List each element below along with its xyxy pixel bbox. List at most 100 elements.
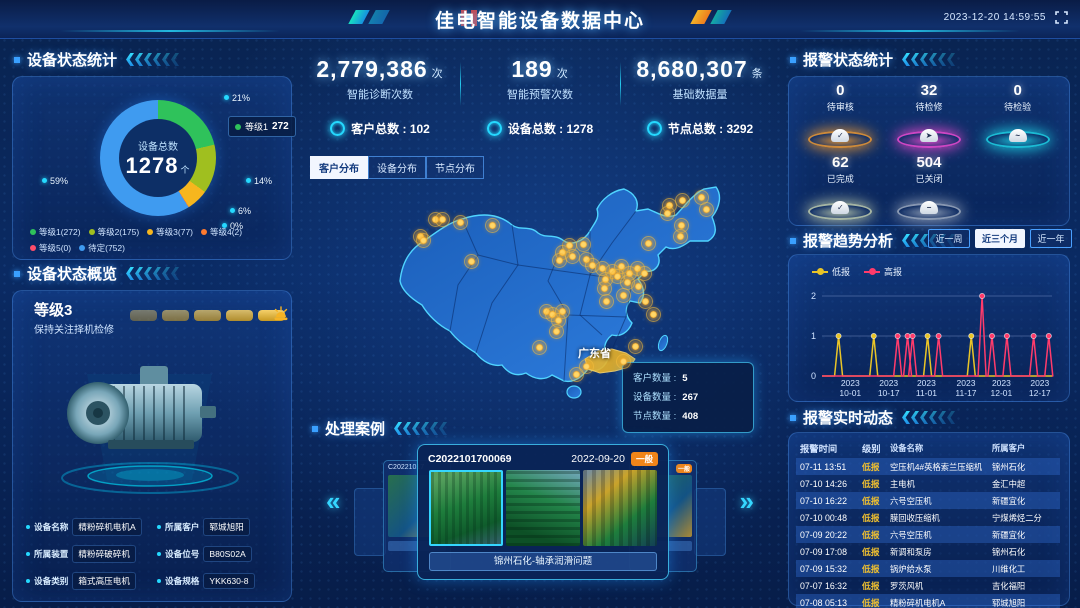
china-map[interactable]: 广东省 客户数量 : 5 设备数量 : 267 节点数量 : 408	[340, 183, 780, 435]
carousel-prev-button[interactable]: «	[326, 486, 341, 516]
table-row[interactable]: 07-08 05:13 低报 精粉碎机电机A 郓城旭阳	[796, 594, 1060, 608]
map-marker-icon[interactable]	[673, 217, 689, 233]
map-marker-icon[interactable]	[640, 235, 656, 251]
map-marker-icon[interactable]	[575, 236, 591, 252]
trend-range-近一周[interactable]: 近一周	[928, 229, 970, 248]
alarm-stat-label: 待检验	[1004, 102, 1032, 112]
map-marker-icon[interactable]	[609, 268, 625, 284]
fullscreen-icon[interactable]	[1055, 11, 1068, 24]
cell-device: 锅炉给水泵	[890, 563, 932, 574]
title-bullet	[312, 425, 318, 432]
cell-level: 低报	[862, 479, 880, 489]
map-marker-icon[interactable]	[578, 358, 594, 374]
case-caption: 锦州石化-轴承润滑问题	[429, 552, 657, 571]
map-marker-icon[interactable]	[615, 353, 631, 369]
alarm-stat-value: 62	[831, 154, 849, 171]
case-card-far[interactable]	[694, 488, 726, 556]
trend-range-近一年[interactable]: 近一年	[1030, 229, 1073, 248]
column-header: 报警时间	[800, 444, 838, 454]
section-title-alarm-feed: 报警实时动态	[790, 407, 956, 428]
kpi-value: 2,779,386 次	[316, 56, 444, 82]
kpi-label: 智能预警次数	[507, 89, 573, 101]
legend-label: 待定(752)	[88, 243, 125, 253]
cell-customer: 郓城旭阳	[992, 597, 1026, 608]
map-marker-icon[interactable]	[693, 189, 709, 205]
donut-legend-item[interactable]: 等级3(77)	[147, 226, 193, 238]
carousel-next-button[interactable]: »	[739, 486, 754, 516]
map-marker-icon[interactable]	[627, 338, 643, 354]
map-marker-icon[interactable]	[674, 192, 690, 208]
map-marker-icon[interactable]	[415, 232, 431, 248]
platform-glow-icon: ✓	[805, 116, 875, 150]
trend-legend-item[interactable]: 低报	[812, 265, 850, 278]
kpi-label: 智能诊断次数	[347, 89, 413, 101]
tab-客户分布[interactable]: 客户分布	[310, 156, 368, 179]
total-text: 节点总数 : 3292	[667, 122, 754, 136]
map-marker-icon[interactable]	[434, 211, 450, 227]
map-marker-icon[interactable]	[531, 339, 547, 355]
cell-device: 罗茨风机	[890, 580, 924, 591]
tab-节点分布[interactable]: 节点分布	[426, 156, 484, 179]
case-code: C2022101700069	[428, 453, 512, 465]
map-marker-icon[interactable]	[637, 293, 653, 309]
map-marker-icon[interactable]	[645, 306, 661, 322]
tab-设备分布[interactable]: 设备分布	[368, 156, 426, 179]
cell-time: 07-11 13:51	[800, 461, 847, 472]
motor-image	[61, 366, 239, 494]
map-marker-icon[interactable]	[615, 287, 631, 303]
map-marker-icon[interactable]	[659, 205, 675, 221]
donut-legend-item[interactable]: 等级2(175)	[88, 226, 139, 238]
map-marker-icon[interactable]	[636, 265, 652, 281]
cell-level: 低报	[862, 513, 880, 523]
table-row[interactable]: 07-09 15:32 低报 锅炉给水泵 川维化工	[796, 560, 1060, 577]
donut-tooltip-chip: 等级1 272	[228, 116, 296, 137]
tooltip-row: 客户数量 : 5	[633, 369, 743, 388]
section-label: 处理案例	[325, 421, 386, 438]
map-marker-icon[interactable]	[561, 237, 577, 253]
donut-legend-item[interactable]: 等级1(272)	[30, 226, 81, 238]
donut-legend: 等级1(272) 等级2(175) 等级3(77) 等级4(2) 等级5(0) 待定(75…	[30, 226, 260, 254]
map-marker-icon[interactable]	[630, 278, 646, 294]
map-marker-icon[interactable]	[452, 214, 468, 230]
case-photo[interactable]	[583, 470, 657, 546]
table-row[interactable]: 07-07 16:32 低报 罗茨风机 吉化福阳	[796, 577, 1060, 594]
case-photo[interactable]	[506, 470, 580, 546]
map-marker-icon[interactable]	[596, 280, 612, 296]
totals-row: 客户总数 : 102 设备总数 : 1278 节点总数 : 3292	[300, 120, 780, 137]
map-marker-icon[interactable]	[619, 274, 635, 290]
table-row[interactable]: 07-09 17:08 低报 新调和泵房 锦州石化	[796, 543, 1060, 560]
map-marker-icon[interactable]	[484, 217, 500, 233]
trend-legend-item[interactable]: 高报	[864, 265, 902, 278]
cell-level: 低报	[862, 564, 880, 574]
donut-legend-item[interactable]: 等级5(0)	[30, 242, 71, 254]
detail-label: 设备位号	[165, 549, 200, 559]
device-detail-item: 设备位号 B80S02A	[157, 545, 278, 563]
table-row[interactable]: 07-10 14:26 低报 主电机 金汇中超	[796, 475, 1060, 492]
map-marker-icon[interactable]	[598, 293, 614, 309]
donut-legend-item[interactable]: 待定(752)	[79, 242, 125, 254]
map-marker-icon[interactable]	[548, 323, 564, 339]
table-row[interactable]: 07-11 13:51 低报 空压机4#英格索兰压缩机 锦州石化	[796, 458, 1060, 475]
map-marker-icon[interactable]	[564, 248, 580, 264]
chevrons-icon	[902, 411, 956, 424]
donut-callout: 0%	[222, 221, 243, 231]
table-row[interactable]: 07-10 16:22 低报 六号空压机 新疆宜化	[796, 492, 1060, 509]
map-marker-icon[interactable]	[551, 252, 567, 268]
device-detail-item: 设备规格 YKK630-8	[157, 572, 278, 590]
detail-bullet-icon	[26, 552, 30, 556]
map-marker-icon[interactable]	[568, 366, 584, 382]
map-marker-icon[interactable]	[550, 312, 566, 328]
map-marker-icon[interactable]	[672, 228, 688, 244]
table-row[interactable]: 07-09 20:22 低报 六号空压机 新疆宜化	[796, 526, 1060, 543]
map-marker-icon[interactable]	[463, 253, 479, 269]
donut-callout: 59%	[42, 176, 68, 186]
cell-time: 07-10 14:26	[800, 478, 847, 489]
case-photo[interactable]	[429, 470, 503, 546]
donut-legend-item[interactable]: 等级4(2)	[201, 226, 242, 238]
table-row[interactable]: 07-10 00:48 低报 膜回收压缩机 宁煤烯烃二分	[796, 509, 1060, 526]
case-card-main[interactable]: C2022101700069 2022-09-20 一般 锦州石化-轴承润滑问题	[417, 444, 669, 580]
map-marker-icon[interactable]	[698, 201, 714, 217]
trend-range-近三个月[interactable]: 近三个月	[975, 229, 1026, 248]
title-bullet	[14, 56, 20, 63]
case-card-far[interactable]	[354, 488, 386, 556]
